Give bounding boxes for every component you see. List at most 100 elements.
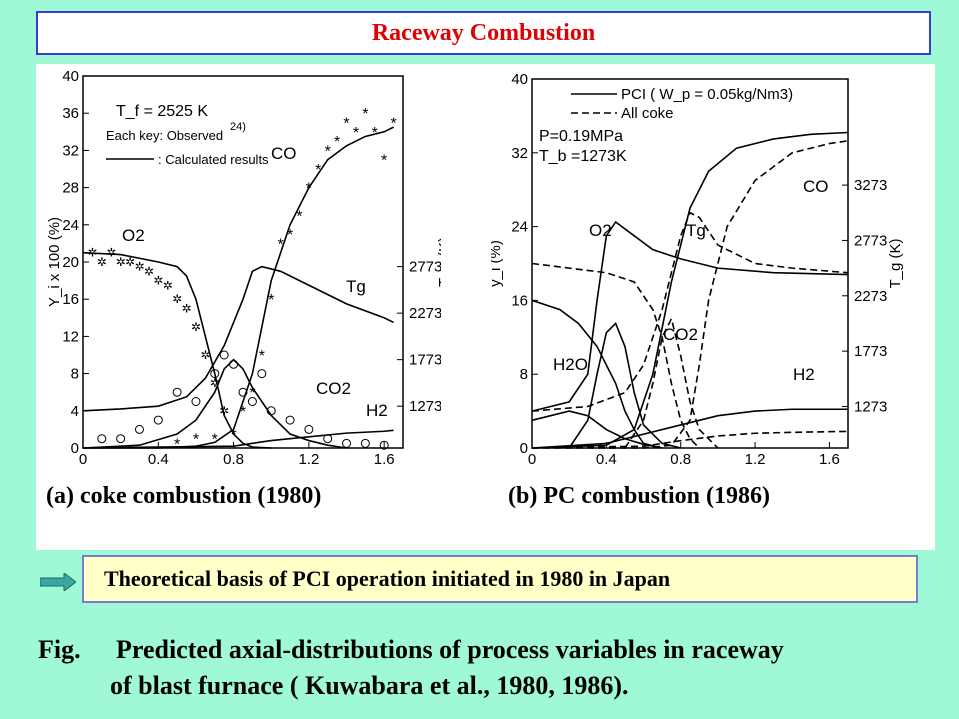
x-tick-label: 0.4 (596, 451, 617, 468)
curve-label: CO2 (316, 379, 351, 398)
y-tick-label: 40 (62, 68, 79, 85)
y-tick-label: 8 (520, 366, 528, 383)
observed-point-o2: ✲ (144, 264, 154, 278)
observed-point-o2: ✲ (87, 246, 97, 260)
y2-tick-label: 1273 (409, 398, 441, 415)
curve-label: CO (271, 144, 297, 163)
y-tick-label: 8 (71, 366, 79, 383)
chart-pc-combustion: 0 0.4 0.8 1.2 1.6 0 8 16 24 32 40 1273 1773 2273 2773 3… (491, 71, 904, 468)
y-tick-label: 36 (62, 105, 79, 122)
y-axis-label: y_i (%) (491, 240, 504, 287)
annotation-tf: T_f = 2525 K (116, 103, 208, 120)
y2-tick-label: 1773 (409, 352, 441, 369)
observed-point-o2: ✲ (106, 246, 116, 260)
y-tick-label: 4 (71, 403, 79, 420)
observed-point-co: * (268, 292, 274, 309)
series-line (82, 358, 347, 449)
curve-label: H2 (366, 401, 388, 420)
observed-point-co: * (372, 125, 378, 142)
observed-point-co2 (116, 434, 126, 444)
curve-label: O2 (589, 221, 612, 240)
curve-label: Tg (686, 221, 706, 240)
legend-all-coke: All coke (621, 105, 674, 122)
observed-point-o2: ✲ (116, 255, 126, 269)
series-line (531, 220, 849, 412)
series-line (531, 430, 849, 449)
caption-coke: (a) coke combustion (1980) (46, 483, 322, 509)
observed-point-co2 (219, 350, 229, 360)
series-line (83, 126, 394, 449)
observed-point-co2 (134, 424, 144, 434)
y-tick-label: 16 (511, 292, 528, 309)
observed-point-o2: ✲ (210, 376, 220, 390)
y2-tick-label: 2773 (409, 259, 441, 276)
x-tick-label: 0 (79, 451, 87, 468)
series-line (531, 408, 848, 449)
annotation-calculated: : Calculated results (158, 152, 269, 167)
observed-point-co2 (266, 406, 276, 416)
observed-point-co: * (259, 348, 265, 365)
basis-box: Theoretical basis of PCI operation initi… (82, 555, 918, 603)
caption-line1: Predicted axial-distributions of process… (116, 635, 784, 664)
annotation-pressure: P=0.19MPa (539, 128, 623, 145)
observed-point-co: * (249, 385, 255, 402)
y2-tick-label: 2273 (409, 305, 441, 322)
right-arrow-icon (40, 573, 76, 591)
x-tick-label: 0.8 (670, 451, 691, 468)
y2-tick-label: 2773 (854, 232, 887, 249)
y2-tick-label: 1773 (854, 343, 887, 360)
observed-point-o2: ✲ (134, 260, 144, 274)
series-line (531, 410, 663, 449)
observed-point-co: * (390, 116, 396, 133)
caption-lead: Fig. (38, 635, 81, 664)
y-tick-label: 24 (511, 219, 528, 236)
annotation-observed: Each key: Observed (106, 128, 223, 143)
observed-point-co: * (362, 106, 368, 123)
observed-point-o2: ✲ (172, 292, 182, 306)
x-tick-label: 0 (528, 451, 536, 468)
observed-point-co2 (153, 415, 163, 425)
series-line (82, 265, 394, 412)
curve-label: Tg (346, 277, 366, 296)
series-line (568, 322, 681, 449)
y-tick-label: 12 (62, 328, 79, 345)
observed-point-o2: ✲ (163, 278, 173, 292)
observed-point-co: * (315, 162, 321, 179)
y-tick-label: 32 (62, 142, 79, 159)
observed-point-o2: ✲ (181, 302, 191, 316)
observed-point-co2 (238, 387, 248, 397)
curve-label: H2O (553, 355, 588, 374)
observed-point-o2: ✲ (200, 348, 210, 362)
y2-axis-label: T_g (K) (436, 237, 441, 287)
y-axis-label: Y_i x 100 (%) (46, 217, 63, 307)
series-line (82, 251, 272, 449)
series-line (531, 131, 849, 449)
observed-point-co2 (229, 359, 239, 369)
y-tick-label: 40 (511, 71, 528, 88)
observed-point-co: * (240, 404, 246, 421)
x-tick-label: 0.8 (223, 451, 244, 468)
observed-point-co2 (172, 387, 182, 397)
y-tick-label: 24 (62, 217, 79, 234)
observed-point-co2 (360, 438, 370, 448)
observed-point-o2: ✲ (191, 320, 201, 334)
observed-point-co2 (323, 434, 333, 444)
observed-point-co: * (325, 143, 331, 160)
observed-point-co2 (247, 397, 257, 406)
observed-point-co: * (278, 236, 284, 253)
observed-point-o2: ✲ (153, 274, 163, 288)
x-tick-label: 1.6 (819, 451, 840, 468)
observed-point-co2 (210, 369, 220, 379)
annotation-ref: 24) (230, 121, 246, 133)
x-tick-label: 0.4 (148, 451, 169, 468)
caption-pc: (b) PC combustion (1986) (508, 483, 770, 509)
observed-point-co: * (174, 436, 180, 453)
series-line (531, 262, 700, 449)
observed-point-co: * (212, 432, 218, 449)
title-banner: Raceway Combustion (36, 11, 931, 55)
x-tick-label: 1.6 (374, 451, 395, 468)
y-tick-label: 0 (520, 440, 528, 457)
y-tick-label: 0 (71, 440, 79, 457)
y-tick-label: 28 (62, 180, 79, 197)
observed-point-co: * (353, 125, 359, 142)
